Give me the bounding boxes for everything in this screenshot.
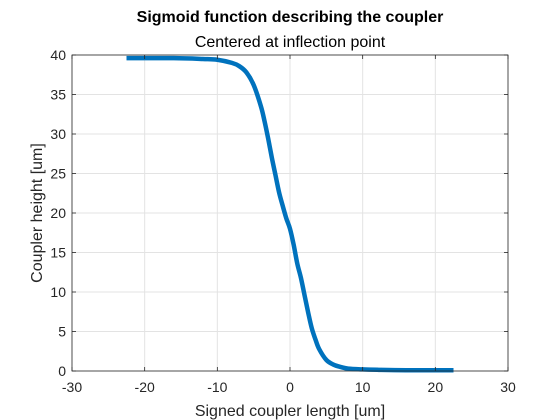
y-tick-label: 35	[50, 87, 66, 103]
y-tick-label: 0	[58, 363, 66, 379]
x-tick-label: -30	[62, 379, 82, 395]
y-axis-label: Coupler height [um]	[29, 143, 46, 283]
x-axis-label: Signed coupler length [um]	[195, 403, 385, 420]
x-tick-label: 20	[428, 379, 444, 395]
x-tick-labels: -30 -20 -10 0 10 20 30	[62, 379, 516, 395]
tick-marks	[71, 54, 509, 372]
y-tick-label: 10	[50, 284, 66, 300]
x-tick-label: 30	[500, 379, 516, 395]
series-line	[126, 55, 454, 373]
x-tick-label: -10	[207, 379, 227, 395]
chart-subtitle: Centered at inflection point	[195, 34, 386, 51]
y-tick-label: 25	[50, 166, 66, 182]
y-tick-label: 15	[50, 245, 66, 261]
y-tick-labels: 0 5 10 15 20 25 30 35 40	[50, 47, 66, 379]
x-tick-label: 0	[286, 379, 294, 395]
series-layer	[126, 55, 454, 373]
y-tick-label: 30	[50, 126, 66, 142]
x-tick-label: -20	[135, 379, 155, 395]
y-tick-label: 20	[50, 205, 66, 221]
y-tick-label: 40	[50, 47, 66, 63]
y-tick-label: 5	[58, 324, 66, 340]
x-tick-label: 10	[355, 379, 371, 395]
chart-title: Sigmoid function describing the coupler	[137, 9, 444, 26]
